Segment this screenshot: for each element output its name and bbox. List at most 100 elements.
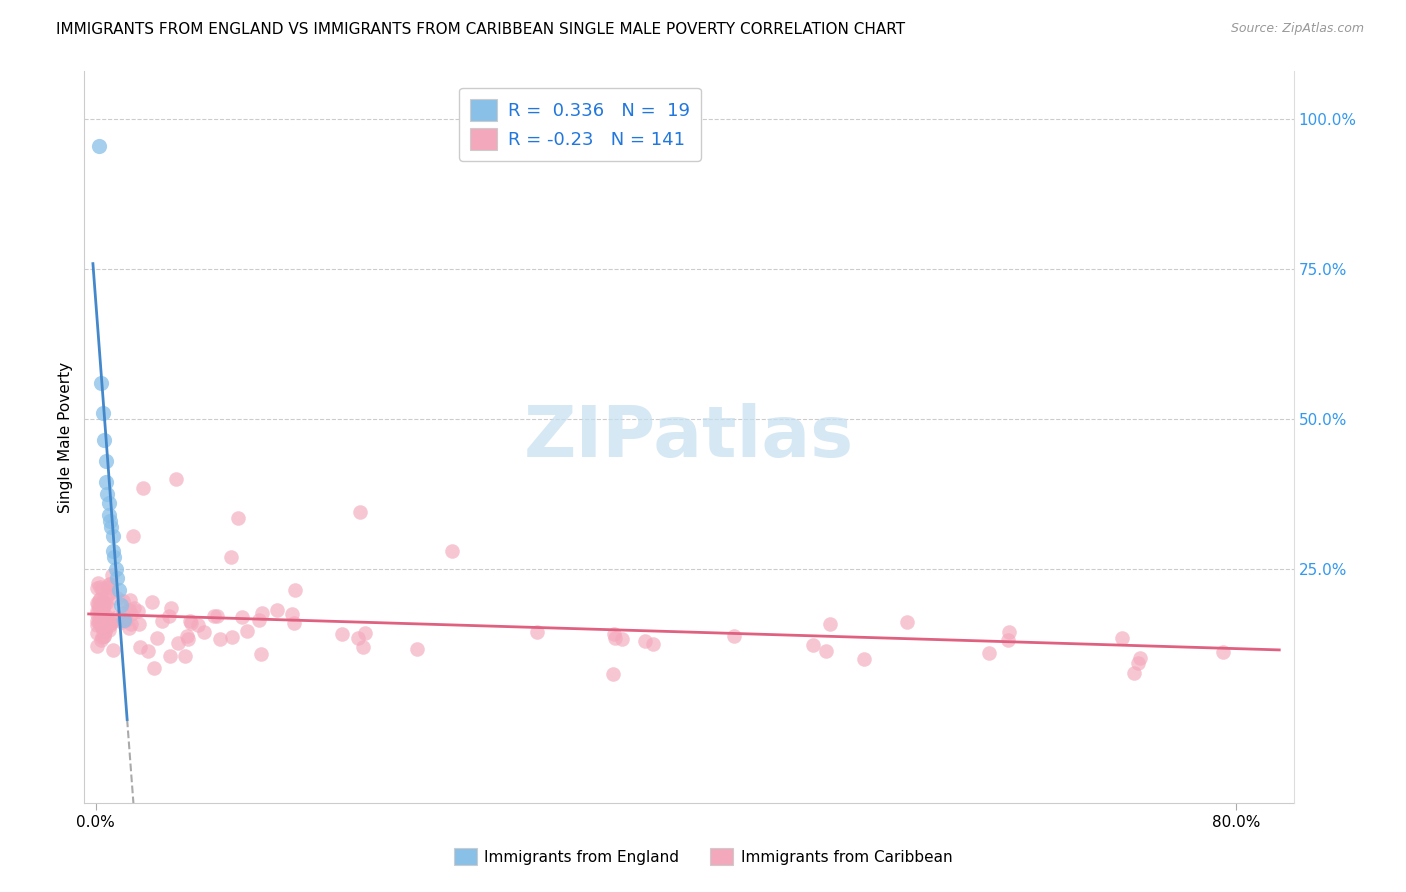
Point xyxy=(110,598,132,612)
Point xyxy=(997,625,1019,640)
Point xyxy=(101,544,124,558)
Point xyxy=(112,613,135,627)
Point xyxy=(97,623,120,637)
Point xyxy=(93,629,115,643)
Point xyxy=(207,609,229,624)
Point xyxy=(146,631,169,645)
Point xyxy=(441,544,464,558)
Point xyxy=(179,614,201,628)
Point xyxy=(89,615,111,630)
Point xyxy=(86,626,108,640)
Point xyxy=(193,625,215,640)
Point xyxy=(86,607,108,621)
Point xyxy=(221,630,243,644)
Point xyxy=(202,609,225,624)
Y-axis label: Single Male Poverty: Single Male Poverty xyxy=(58,361,73,513)
Point xyxy=(180,615,202,630)
Point xyxy=(90,619,112,633)
Point xyxy=(90,633,112,648)
Point xyxy=(97,600,120,615)
Point xyxy=(86,595,108,609)
Point xyxy=(86,581,108,595)
Point xyxy=(90,630,112,644)
Point xyxy=(602,666,624,681)
Point xyxy=(91,594,114,608)
Point xyxy=(111,606,134,620)
Point xyxy=(94,624,117,639)
Point xyxy=(91,613,114,627)
Point xyxy=(87,599,110,614)
Point xyxy=(127,604,149,618)
Point xyxy=(815,644,838,658)
Point xyxy=(107,582,129,597)
Point xyxy=(97,581,120,595)
Legend: Immigrants from England, Immigrants from Caribbean: Immigrants from England, Immigrants from… xyxy=(447,842,959,871)
Point xyxy=(853,651,876,665)
Point xyxy=(330,626,353,640)
Point xyxy=(101,642,124,657)
Point xyxy=(129,640,152,654)
Point xyxy=(91,623,114,637)
Point xyxy=(90,376,112,391)
Point xyxy=(91,406,114,420)
Point xyxy=(87,601,110,615)
Point xyxy=(100,584,122,599)
Point xyxy=(87,593,110,607)
Point xyxy=(143,660,166,674)
Point xyxy=(97,508,120,522)
Point xyxy=(219,549,242,564)
Point xyxy=(94,614,117,628)
Point xyxy=(247,613,270,627)
Point xyxy=(90,607,112,622)
Point xyxy=(91,602,114,616)
Point xyxy=(93,629,115,643)
Point xyxy=(98,576,121,591)
Point xyxy=(250,607,273,621)
Point xyxy=(643,636,665,650)
Point xyxy=(128,617,150,632)
Point xyxy=(87,597,110,611)
Point xyxy=(91,602,114,616)
Point xyxy=(87,139,110,153)
Point xyxy=(177,632,200,647)
Point xyxy=(118,603,141,617)
Point xyxy=(634,633,657,648)
Point xyxy=(91,595,114,609)
Point xyxy=(86,604,108,618)
Point xyxy=(94,475,117,489)
Point xyxy=(231,610,253,624)
Point xyxy=(101,567,124,582)
Point xyxy=(1111,632,1133,646)
Point xyxy=(91,609,114,624)
Point xyxy=(406,642,429,657)
Point xyxy=(93,595,115,609)
Point xyxy=(93,433,115,447)
Point xyxy=(167,636,190,650)
Point xyxy=(96,596,118,610)
Point xyxy=(97,496,120,510)
Legend: R =  0.336   N =  19, R = -0.23   N = 141: R = 0.336 N = 19, R = -0.23 N = 141 xyxy=(460,87,702,161)
Point xyxy=(235,624,257,638)
Point xyxy=(283,615,305,630)
Point xyxy=(132,481,155,495)
Point xyxy=(602,627,624,641)
Point xyxy=(997,632,1019,647)
Point xyxy=(89,580,111,594)
Point xyxy=(86,614,108,628)
Point xyxy=(820,617,842,632)
Point xyxy=(723,629,745,643)
Text: IMMIGRANTS FROM ENGLAND VS IMMIGRANTS FROM CARIBBEAN SINGLE MALE POVERTY CORRELA: IMMIGRANTS FROM ENGLAND VS IMMIGRANTS FR… xyxy=(56,22,905,37)
Point xyxy=(281,607,304,621)
Point xyxy=(91,599,114,613)
Point xyxy=(93,624,115,638)
Point xyxy=(100,616,122,631)
Point xyxy=(97,581,120,595)
Point xyxy=(98,618,121,632)
Point xyxy=(103,614,125,628)
Point xyxy=(90,600,112,615)
Point xyxy=(120,607,142,622)
Point xyxy=(141,595,163,609)
Point xyxy=(96,487,118,501)
Text: Source: ZipAtlas.com: Source: ZipAtlas.com xyxy=(1230,22,1364,36)
Point xyxy=(610,632,633,647)
